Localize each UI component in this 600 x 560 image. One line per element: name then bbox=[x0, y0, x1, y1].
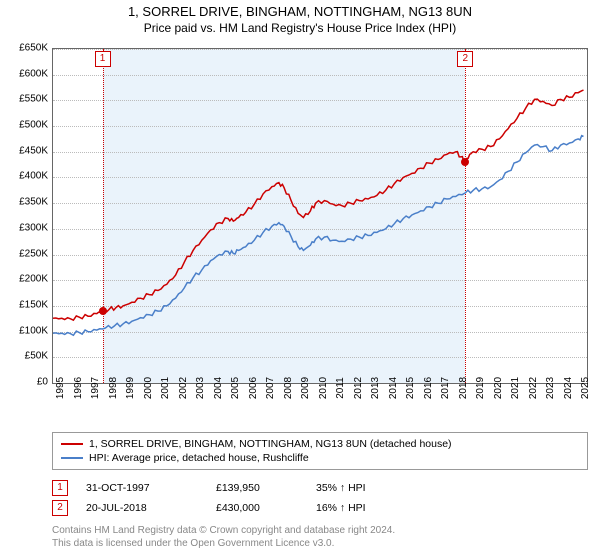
chart-title: 1, SORREL DRIVE, BINGHAM, NOTTINGHAM, NG… bbox=[0, 0, 600, 21]
marker-dot-2 bbox=[461, 158, 469, 166]
sale-row-2: 2 20-JUL-2018 £430,000 16% ↑ HPI bbox=[52, 498, 588, 518]
chart-container: 1, SORREL DRIVE, BINGHAM, NOTTINGHAM, NG… bbox=[0, 0, 600, 560]
footnote-line-1: Contains HM Land Registry data © Crown c… bbox=[52, 525, 395, 536]
sale-hpi-2: 16% ↑ HPI bbox=[316, 502, 416, 514]
sale-date-2: 20-JUL-2018 bbox=[86, 502, 216, 514]
sale-row-1: 1 31-OCT-1997 £139,950 35% ↑ HPI bbox=[52, 478, 588, 498]
sales-table: 1 31-OCT-1997 £139,950 35% ↑ HPI 2 20-JU… bbox=[52, 478, 588, 518]
legend-and-info: 1, SORREL DRIVE, BINGHAM, NOTTINGHAM, NG… bbox=[52, 432, 588, 550]
sale-price-2: £430,000 bbox=[216, 502, 316, 514]
legend-label-2: HPI: Average price, detached house, Rush… bbox=[89, 452, 309, 464]
legend-swatch-1 bbox=[61, 443, 83, 445]
sale-price-1: £139,950 bbox=[216, 482, 316, 494]
sale-hpi-1: 35% ↑ HPI bbox=[316, 482, 416, 494]
marker-box-2: 2 bbox=[457, 51, 473, 67]
marker-dot-1 bbox=[99, 307, 107, 315]
footnote-line-2: This data is licensed under the Open Gov… bbox=[52, 538, 334, 549]
legend-row-2: HPI: Average price, detached house, Rush… bbox=[61, 451, 579, 465]
footnote: Contains HM Land Registry data © Crown c… bbox=[52, 524, 588, 550]
legend-swatch-2 bbox=[61, 457, 83, 459]
chart-subtitle: Price paid vs. HM Land Registry's House … bbox=[0, 21, 600, 37]
sale-date-1: 31-OCT-1997 bbox=[86, 482, 216, 494]
line-series-svg bbox=[53, 49, 587, 383]
legend-row-1: 1, SORREL DRIVE, BINGHAM, NOTTINGHAM, NG… bbox=[61, 437, 579, 451]
marker-box-1: 1 bbox=[95, 51, 111, 67]
plot-region: 1 2 bbox=[52, 48, 588, 384]
sale-marker-1: 1 bbox=[52, 480, 68, 496]
chart-area: 1 2 £0£50K£100K£150K£200K£250K£300K£350K… bbox=[52, 48, 588, 418]
legend-box: 1, SORREL DRIVE, BINGHAM, NOTTINGHAM, NG… bbox=[52, 432, 588, 470]
legend-label-1: 1, SORREL DRIVE, BINGHAM, NOTTINGHAM, NG… bbox=[89, 438, 452, 450]
sale-marker-2: 2 bbox=[52, 500, 68, 516]
